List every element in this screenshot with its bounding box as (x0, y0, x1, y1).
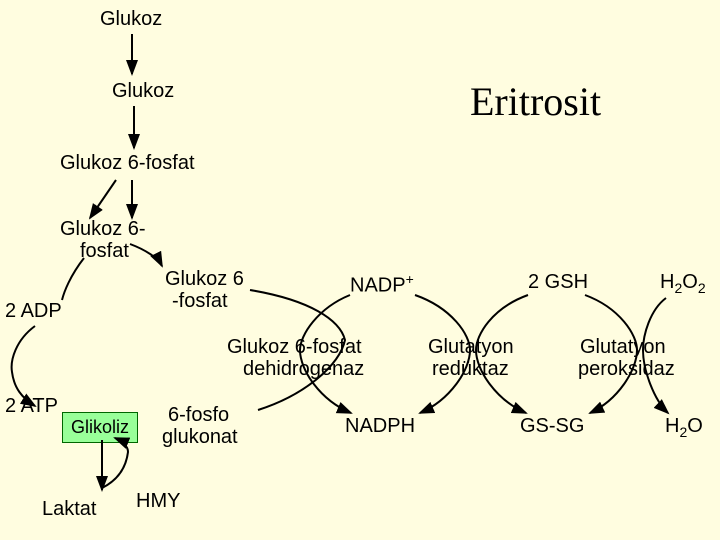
label-6fosfoglukonat-b: glukonat (162, 426, 238, 449)
label-g6f-dehydrogenase-b: dehidrogenaz (243, 358, 364, 381)
label-laktat: Laktat (42, 498, 96, 521)
label-2gsh: 2 GSH (528, 271, 588, 294)
label-h2o2: H2O2 (660, 271, 706, 296)
label-glutathione-peroxidase-a: Glutatyon (580, 336, 666, 359)
label-nadp: NADP+ (350, 271, 414, 298)
diagram-arrows (0, 0, 720, 540)
label-glutathione-peroxidase-b: peroksidaz (578, 358, 675, 381)
label-hmy: HMY (136, 490, 180, 513)
label-glukoz-2: Glukoz (112, 80, 174, 103)
label-g6f-1: Glukoz 6-fosfat (60, 152, 195, 175)
glikoliz-box: Glikoliz (62, 412, 138, 443)
label-g6f-2a: Glukoz 6- (60, 218, 146, 241)
label-h2o: H2O (665, 415, 703, 440)
label-nadph: NADPH (345, 415, 415, 438)
diagram-title: Eritrosit (470, 78, 601, 125)
label-g6f-dehydrogenase-a: Glukoz 6-fosfat (227, 336, 362, 359)
label-2atp: 2 ATP (5, 395, 58, 418)
label-gssg: GS-SG (520, 415, 584, 438)
label-2adp: 2 ADP (5, 300, 62, 323)
label-g6f-2b: fosfat (80, 240, 129, 263)
label-glukoz-1: Glukoz (100, 8, 162, 31)
label-g6f-3a: Glukoz 6 (165, 268, 244, 291)
label-6fosfoglukonat-a: 6-fosfo (168, 404, 229, 427)
label-g6f-3b: -fosfat (172, 290, 228, 313)
label-glutathione-reductase-a: Glutatyon (428, 336, 514, 359)
label-glutathione-reductase-b: redüktaz (432, 358, 509, 381)
